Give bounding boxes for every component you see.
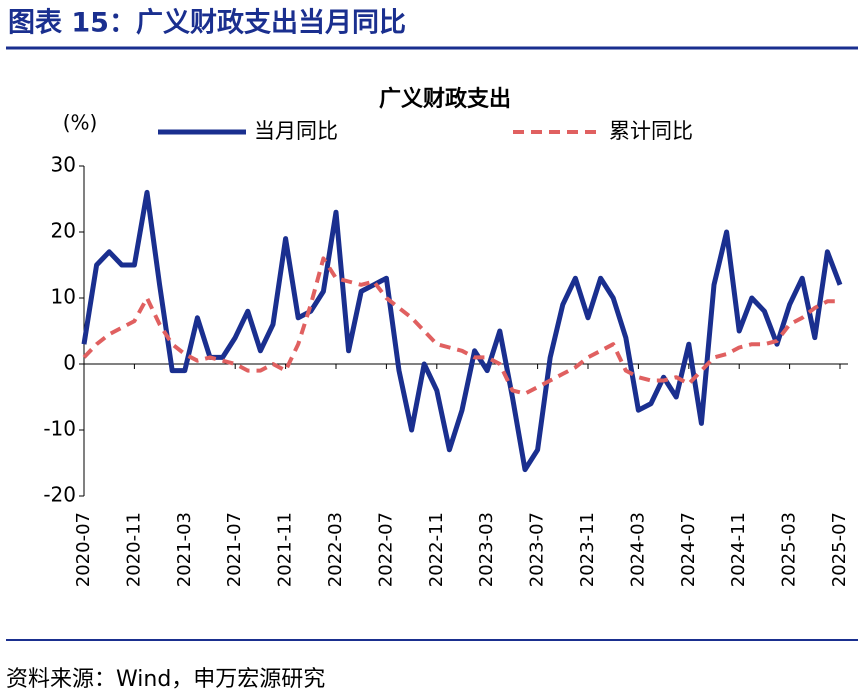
y-tick-label: 30 (51, 153, 76, 177)
y-tick-label: 10 (51, 285, 76, 309)
x-tick-label: 2022-11 (426, 512, 447, 587)
x-tick-label: 2022-07 (375, 512, 396, 587)
y-tick-label: -10 (43, 417, 76, 441)
chart-title: 广义财政支出 (379, 86, 511, 112)
x-tick-label: 2025-03 (779, 512, 800, 587)
x-tick-label: 2024-11 (728, 512, 749, 587)
x-tick-label: 2021-07 (224, 512, 245, 587)
series-line (82, 256, 840, 396)
x-tick-label: 2025-07 (829, 512, 850, 587)
x-tick-label: 2020-11 (123, 512, 144, 587)
x-tick-label: 2023-11 (577, 512, 598, 587)
x-tick-label: 2023-03 (476, 512, 497, 587)
header-title: 图表 15：广义财政支出当月同比 (8, 8, 406, 39)
x-tick-label: 2022-03 (325, 512, 346, 587)
x-tick-label: 2021-03 (174, 512, 195, 587)
y-tick-label: -20 (43, 483, 76, 507)
x-tick-label: 2024-07 (678, 512, 699, 587)
series-line (81, 189, 843, 473)
x-tick-label: 2020-07 (73, 512, 94, 587)
legend-label: 当月同比 (254, 119, 338, 143)
x-tick-label: 2021-11 (275, 512, 296, 587)
x-tick-label: 2023-07 (527, 512, 548, 587)
y-axis-label: (%) (63, 111, 98, 135)
x-tick-label: 2024-03 (627, 512, 648, 587)
y-tick-label: 20 (51, 219, 76, 243)
legend-label: 累计同比 (609, 119, 693, 143)
y-tick-label: 0 (63, 351, 76, 375)
source: 资料来源：Wind，申万宏源研究 (6, 667, 325, 692)
